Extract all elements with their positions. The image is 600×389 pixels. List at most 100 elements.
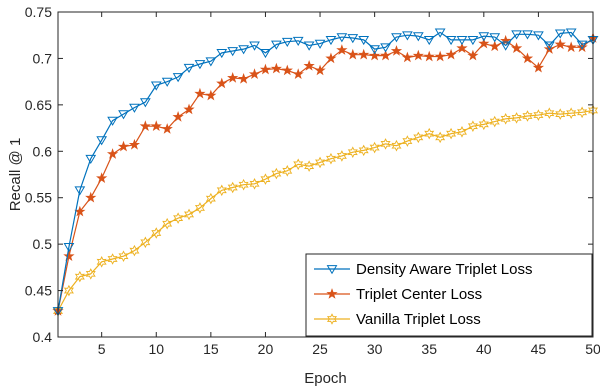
data-point bbox=[281, 37, 293, 47]
data-point bbox=[434, 28, 446, 38]
data-point bbox=[500, 113, 511, 125]
data-point bbox=[489, 40, 501, 52]
data-point bbox=[96, 256, 107, 268]
data-point bbox=[303, 59, 315, 71]
data-point bbox=[478, 32, 490, 42]
legend-swatch-marker bbox=[326, 313, 338, 325]
data-point bbox=[260, 173, 271, 185]
data-point bbox=[281, 64, 293, 76]
data-point bbox=[172, 111, 184, 122]
data-point bbox=[271, 167, 282, 180]
x-tick-label: 40 bbox=[476, 341, 492, 357]
data-point bbox=[270, 62, 282, 74]
data-point bbox=[139, 98, 151, 108]
data-point bbox=[379, 49, 392, 61]
data-point bbox=[358, 144, 369, 157]
data-point bbox=[205, 57, 217, 67]
data-point bbox=[205, 192, 216, 205]
data-point bbox=[118, 250, 129, 262]
data-point bbox=[325, 52, 337, 64]
data-point bbox=[565, 28, 577, 38]
data-point bbox=[107, 116, 118, 126]
data-point bbox=[380, 43, 391, 53]
plot-frame bbox=[57, 11, 594, 338]
data-point bbox=[150, 81, 162, 91]
data-point bbox=[314, 64, 326, 76]
legend-label: Vanilla Triplet Loss bbox=[356, 311, 481, 328]
data-point bbox=[151, 227, 162, 239]
data-point bbox=[85, 268, 96, 280]
data-point bbox=[358, 35, 370, 46]
legend-swatch-marker bbox=[326, 288, 338, 299]
data-point bbox=[227, 181, 238, 194]
data-point bbox=[521, 52, 534, 64]
data-point bbox=[347, 34, 359, 44]
x-tick-label: 10 bbox=[148, 341, 164, 357]
data-point bbox=[358, 48, 370, 60]
data-point bbox=[314, 39, 326, 49]
data-point bbox=[412, 49, 424, 61]
data-point bbox=[128, 138, 141, 150]
data-point bbox=[511, 112, 522, 124]
data-point bbox=[336, 44, 348, 55]
data-point bbox=[500, 41, 512, 51]
data-point bbox=[456, 126, 467, 138]
series-3 bbox=[52, 104, 599, 317]
data-point bbox=[391, 33, 402, 43]
x-tick-label: 35 bbox=[421, 341, 437, 357]
data-point bbox=[543, 41, 555, 51]
legend-entry: Triplet Center Loss bbox=[314, 286, 482, 303]
data-point bbox=[194, 202, 205, 214]
data-point bbox=[63, 243, 75, 253]
data-point bbox=[248, 68, 261, 80]
y-axis-label: Recall @ 1 bbox=[7, 138, 24, 212]
data-point bbox=[249, 178, 260, 190]
data-point bbox=[194, 87, 206, 99]
data-point bbox=[401, 51, 414, 63]
data-point bbox=[347, 146, 358, 158]
y-tick-label: 0.45 bbox=[25, 283, 52, 299]
data-point bbox=[282, 165, 293, 177]
y-tick-label: 0.6 bbox=[33, 143, 53, 159]
data-point bbox=[118, 110, 129, 120]
data-point bbox=[478, 37, 490, 49]
data-point bbox=[402, 135, 413, 147]
data-point bbox=[467, 49, 479, 61]
data-point bbox=[402, 31, 413, 41]
data-point bbox=[249, 41, 260, 51]
data-point bbox=[511, 30, 522, 40]
data-point bbox=[129, 244, 140, 257]
data-point bbox=[543, 43, 555, 54]
data-point bbox=[74, 270, 85, 283]
data-point bbox=[129, 103, 140, 113]
data-point bbox=[194, 60, 206, 70]
y-tick-label: 0.55 bbox=[25, 190, 52, 206]
data-point bbox=[85, 154, 97, 164]
x-axis: 5 10 15 20 25 30 35 40 45 50 bbox=[98, 12, 600, 357]
data-point bbox=[216, 77, 228, 89]
data-point bbox=[565, 41, 577, 53]
data-point bbox=[139, 120, 151, 132]
data-point bbox=[347, 48, 359, 60]
data-point bbox=[63, 250, 75, 262]
data-point bbox=[183, 103, 195, 115]
data-point bbox=[478, 118, 489, 131]
data-point bbox=[238, 178, 249, 191]
series-line bbox=[57, 109, 594, 312]
legend-label: Density Aware Triplet Loss bbox=[356, 261, 532, 278]
data-point bbox=[205, 89, 217, 101]
data-point bbox=[325, 35, 337, 46]
y-axis: 0.4 0.45 0.5 0.55 0.6 0.65 0.7 0.75 bbox=[25, 4, 593, 345]
y-tick-label: 0.5 bbox=[33, 236, 53, 252]
legend: Density Aware Triplet Loss Triplet Center… bbox=[305, 253, 593, 337]
data-point bbox=[161, 77, 173, 87]
x-tick-label: 15 bbox=[203, 341, 219, 357]
data-point bbox=[510, 42, 523, 54]
x-tick-label: 25 bbox=[312, 341, 328, 357]
data-point bbox=[489, 33, 501, 43]
data-point bbox=[467, 120, 478, 132]
data-point bbox=[107, 253, 118, 265]
series-line bbox=[57, 31, 594, 312]
data-point bbox=[216, 184, 227, 197]
